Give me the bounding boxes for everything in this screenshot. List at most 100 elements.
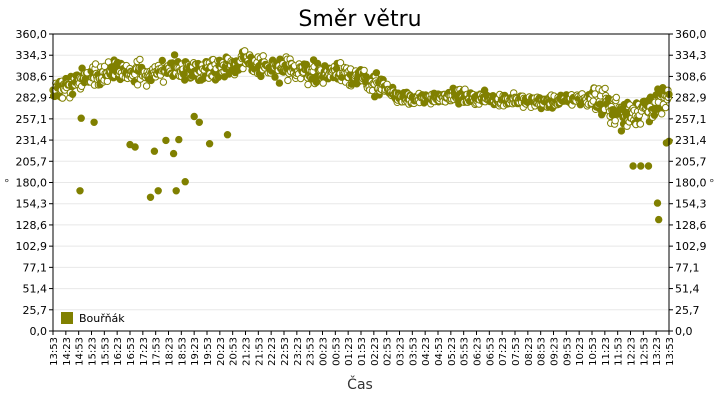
y-tick-label-right: 0,0 <box>675 325 693 338</box>
data-point-outlier <box>154 187 162 195</box>
y-tick-label-right: 128,6 <box>675 219 707 232</box>
x-tick-label: 07:53 <box>511 337 522 366</box>
data-point <box>319 79 327 87</box>
x-tick-label: 00:23 <box>319 337 330 366</box>
y-tick-label-left: 25,7 <box>23 304 48 317</box>
data-point-outlier <box>195 118 204 127</box>
y-axis-label-left: ° <box>4 177 10 190</box>
y-tick-label-right: 77,1 <box>675 261 700 274</box>
x-tick-label: 02:53 <box>383 337 394 366</box>
x-tick-label: 11:53 <box>614 337 625 366</box>
data-point <box>275 79 284 87</box>
data-point <box>136 55 144 64</box>
data-point-outlier <box>655 215 663 224</box>
legend: Bouřňák <box>61 312 125 325</box>
x-tick-label: 13:53 <box>49 337 60 366</box>
x-tick-label: 22:53 <box>280 337 291 366</box>
x-tick-label: 19:23 <box>190 337 201 366</box>
data-point-outlier <box>131 143 139 151</box>
y-tick-label-right: 257,1 <box>675 113 707 126</box>
chart-title: Směr větru <box>298 7 421 32</box>
data-point-outlier <box>162 136 170 145</box>
x-tick-label: 11:23 <box>601 337 612 366</box>
y-tick-label-right: 180,0 <box>675 177 707 190</box>
data-point <box>372 69 381 77</box>
y-tick-label-right: 282,9 <box>675 92 707 105</box>
x-tick-label: 19:53 <box>203 337 214 366</box>
data-point <box>142 82 151 90</box>
y-tick-label-left: 77,1 <box>23 261 48 274</box>
x-tick-label: 13:53 <box>665 337 676 366</box>
data-point <box>271 73 279 81</box>
y-tick-label-left: 257,1 <box>16 113 48 126</box>
x-tick-label: 06:53 <box>485 337 496 366</box>
x-tick-label: 04:53 <box>434 337 445 366</box>
x-tick-label: 15:53 <box>100 337 111 366</box>
y-tick-label-right: 360,0 <box>675 28 707 41</box>
y-tick-label-right: 205,7 <box>675 155 707 168</box>
x-tick-label: 21:53 <box>254 337 265 366</box>
x-tick-label: 04:23 <box>421 337 432 366</box>
plot-frame <box>52 33 670 332</box>
x-tick-label: 08:23 <box>524 337 535 366</box>
x-tick-label: 02:23 <box>370 337 381 366</box>
data-point <box>658 110 666 118</box>
data-points <box>49 47 673 224</box>
y-tick-label-right: 25,7 <box>675 304 700 317</box>
y-tick-label-right: 102,9 <box>675 240 707 253</box>
data-point-outlier <box>223 131 232 139</box>
data-point-outlier <box>181 178 189 186</box>
y-axis-label-right: ° <box>709 177 715 190</box>
data-point-outlier <box>169 149 178 158</box>
legend-label: Bouřňák <box>79 312 125 325</box>
y-tick-labels-right: 0,0 25,7 51,4 77,1 102,9 128,6 154,3 180,0 205,7… <box>669 28 707 338</box>
data-point-outlier <box>644 162 653 170</box>
y-tick-label-left: 282,9 <box>16 92 48 105</box>
data-point-outlier <box>629 162 637 170</box>
y-tick-label-left: 128,6 <box>16 219 48 232</box>
x-tick-label: 21:23 <box>242 337 253 366</box>
x-tick-label: 05:53 <box>460 337 471 366</box>
data-point <box>284 76 292 85</box>
data-point <box>133 81 142 89</box>
y-tick-label-left: 154,3 <box>16 198 48 211</box>
data-point <box>58 94 67 102</box>
data-point <box>259 52 267 60</box>
data-point-outlier <box>76 187 84 195</box>
y-tick-label-right: 231,4 <box>675 134 707 147</box>
data-point <box>158 56 167 65</box>
data-point <box>68 90 77 99</box>
x-tick-labels: 13:53 14:23 14:53 15:23 15:53 16:23 16:53 17:23… <box>49 331 676 366</box>
data-point <box>312 78 321 87</box>
data-point <box>170 51 179 59</box>
x-tick-label: 08:53 <box>537 337 548 366</box>
data-point <box>636 120 645 128</box>
x-tick-label: 20:23 <box>216 337 227 366</box>
data-point <box>617 127 626 135</box>
x-tick-label: 20:53 <box>229 337 240 366</box>
x-tick-label: 07:23 <box>498 337 509 366</box>
y-tick-label-left: 51,4 <box>23 283 48 296</box>
data-point-outlier <box>146 193 155 202</box>
data-point-outlier <box>77 114 85 122</box>
data-point-outlier <box>150 147 159 155</box>
data-point-outlier <box>637 162 645 170</box>
x-tick-label: 01:53 <box>357 337 368 366</box>
data-point-outlier <box>205 140 214 148</box>
x-tick-label: 05:23 <box>447 337 458 366</box>
x-tick-label: 03:23 <box>396 337 407 366</box>
x-tick-label: 09:23 <box>550 337 561 366</box>
legend-swatch <box>61 312 73 324</box>
x-tick-label: 12:23 <box>627 337 638 366</box>
x-tick-label: 06:23 <box>473 337 484 366</box>
y-tick-label-left: 205,7 <box>16 155 48 168</box>
x-tick-label: 16:23 <box>113 337 124 366</box>
x-tick-label: 23:53 <box>306 337 317 366</box>
x-tick-label: 22:23 <box>267 337 278 366</box>
x-axis-label: Čas <box>347 375 373 393</box>
data-point <box>159 78 168 86</box>
y-tick-label-right: 154,3 <box>675 198 707 211</box>
x-tick-label: 17:23 <box>139 337 150 366</box>
